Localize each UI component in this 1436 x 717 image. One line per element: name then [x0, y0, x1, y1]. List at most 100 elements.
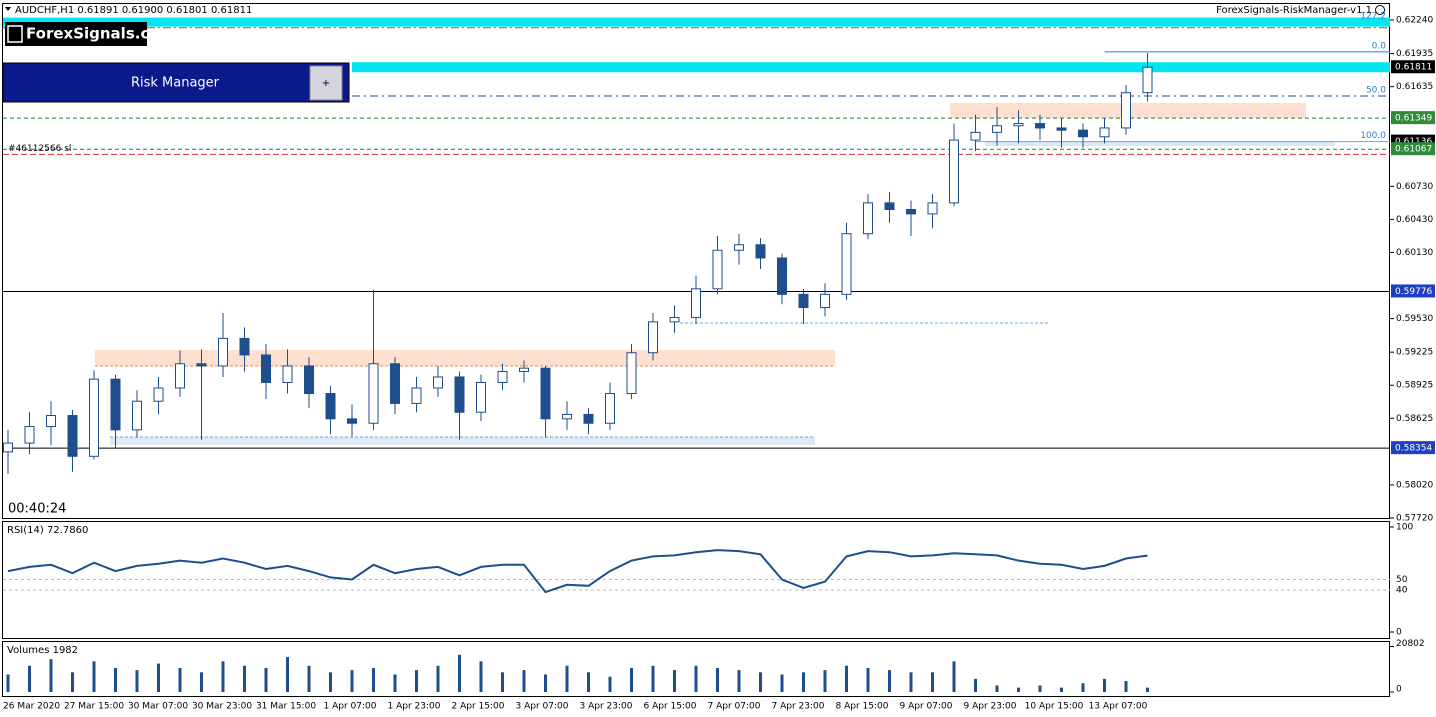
candle-body [3, 442, 13, 453]
volume-bar [759, 672, 762, 692]
candle-body [1142, 66, 1153, 94]
candle-body [89, 378, 99, 457]
volume-bar [737, 670, 741, 692]
supply-zone [95, 350, 835, 366]
panel-button[interactable] [309, 65, 343, 101]
x-tick-label: 31 Mar 15:00 [256, 702, 316, 712]
volume-bar [286, 656, 289, 692]
logo-box [5, 22, 147, 46]
volume-bar [952, 661, 956, 692]
y-tick-label: 0.58020 [1396, 480, 1433, 490]
volume-bar [1017, 687, 1020, 692]
candle-body [1121, 92, 1131, 129]
volume-bar [1103, 678, 1106, 692]
y-tick-label: 0.59225 [1396, 348, 1433, 358]
volume-bar [71, 672, 74, 692]
candle-body [1099, 127, 1110, 138]
candle-body [734, 244, 744, 251]
candle-body [476, 381, 486, 413]
x-tick-label: 30 Mar 23:00 [192, 702, 252, 712]
volume-bar [307, 665, 311, 692]
x-tick-label: 2 Apr 15:00 [452, 702, 505, 712]
price-box [1391, 441, 1435, 455]
volume-bar [587, 672, 590, 692]
volume-bar [780, 674, 784, 692]
candle-body [992, 125, 1002, 133]
price-box [1391, 142, 1435, 156]
volume-bar [651, 665, 655, 692]
levels: 127.2 0.0 50.0 100.0 #46112566 sl [3, 12, 1390, 449]
candle-body [24, 426, 35, 444]
candle-body [841, 233, 852, 295]
volume-bar [931, 672, 934, 692]
volume-bar [608, 676, 612, 692]
candle-body [175, 363, 185, 389]
candle-body [304, 365, 314, 394]
price-box [1391, 111, 1435, 125]
panel-button-label[interactable]: + [322, 78, 330, 89]
volume-title: Volumes 1982 [7, 645, 78, 656]
candle-body [648, 321, 658, 354]
rsi-line [7, 549, 1148, 594]
price-box-label: 0.59776 [1395, 287, 1432, 297]
y-tick-label: 0.61635 [1396, 82, 1433, 92]
y-tick-label: 0.57720 [1396, 514, 1433, 524]
candle-body [132, 400, 142, 431]
volume-bar [264, 667, 268, 692]
x-tick-label: 1 Apr 07:00 [324, 702, 377, 712]
candle-body [218, 337, 228, 367]
x-tick-label: 1 Apr 23:00 [388, 702, 441, 712]
candle-body [562, 413, 572, 420]
x-tick-label: 9 Apr 23:00 [964, 702, 1017, 712]
volume-bar [995, 685, 999, 692]
volume-bar [436, 665, 440, 692]
candle-body [1078, 129, 1088, 138]
timer: 00:40:24 [8, 502, 66, 517]
y-tick-label: 0.60430 [1396, 215, 1433, 225]
candle-body [1035, 123, 1045, 129]
x-tick-label: 7 Apr 23:00 [772, 702, 825, 712]
price-box-label: 0.61349 [1395, 114, 1432, 124]
price-box-label: 0.61811 [1395, 63, 1432, 73]
volume-bar [565, 665, 569, 692]
x-tick-label: 8 Apr 15:00 [836, 702, 889, 712]
y-tick-label: 0.58625 [1396, 414, 1433, 424]
candle-body [325, 392, 336, 420]
volume-bar [630, 667, 633, 692]
logo-text: ForexSignals.com [26, 25, 175, 43]
price-box [1391, 60, 1435, 74]
price-box-label: 0.58354 [1395, 444, 1432, 454]
volume-bar [350, 670, 354, 692]
volume-pane [2, 641, 1390, 697]
volume-bar [415, 670, 418, 692]
volume-bar [888, 670, 891, 692]
candle-body [261, 354, 271, 383]
menu-arrow[interactable] [5, 7, 11, 11]
smiley-icon [1375, 5, 1385, 15]
volume-bar [135, 670, 139, 692]
volume-bar [866, 667, 870, 692]
x-tick-label: 3 Apr 23:00 [580, 702, 633, 712]
candle-body [927, 202, 938, 215]
candle-body [605, 392, 615, 424]
x-tick-label: 27 Mar 15:00 [64, 702, 124, 712]
x-tick-label: 30 Mar 07:00 [128, 702, 188, 712]
candle-body [347, 418, 357, 424]
candle-body [712, 249, 723, 290]
candle-body [949, 139, 959, 204]
level-label: 127.2 [1360, 12, 1386, 22]
x-tick-label: 26 Mar 2020 [3, 702, 60, 712]
volume-bar [200, 672, 203, 692]
volume-bar [909, 672, 913, 692]
x-tick-label: 13 Apr 07:00 [1089, 702, 1148, 712]
volume-bar [522, 670, 526, 692]
volume-bar [544, 674, 547, 692]
y-tick-label: 0.60730 [1396, 182, 1433, 192]
volume-bar [845, 665, 848, 692]
candle-body [454, 376, 465, 413]
risk-panel-title[interactable]: Risk Manager [131, 76, 220, 91]
y-tick-label: 40 [1396, 586, 1408, 596]
candle-body [1056, 127, 1067, 131]
volume-bar [501, 672, 504, 692]
y-tick-label: 20802 [1396, 639, 1425, 649]
